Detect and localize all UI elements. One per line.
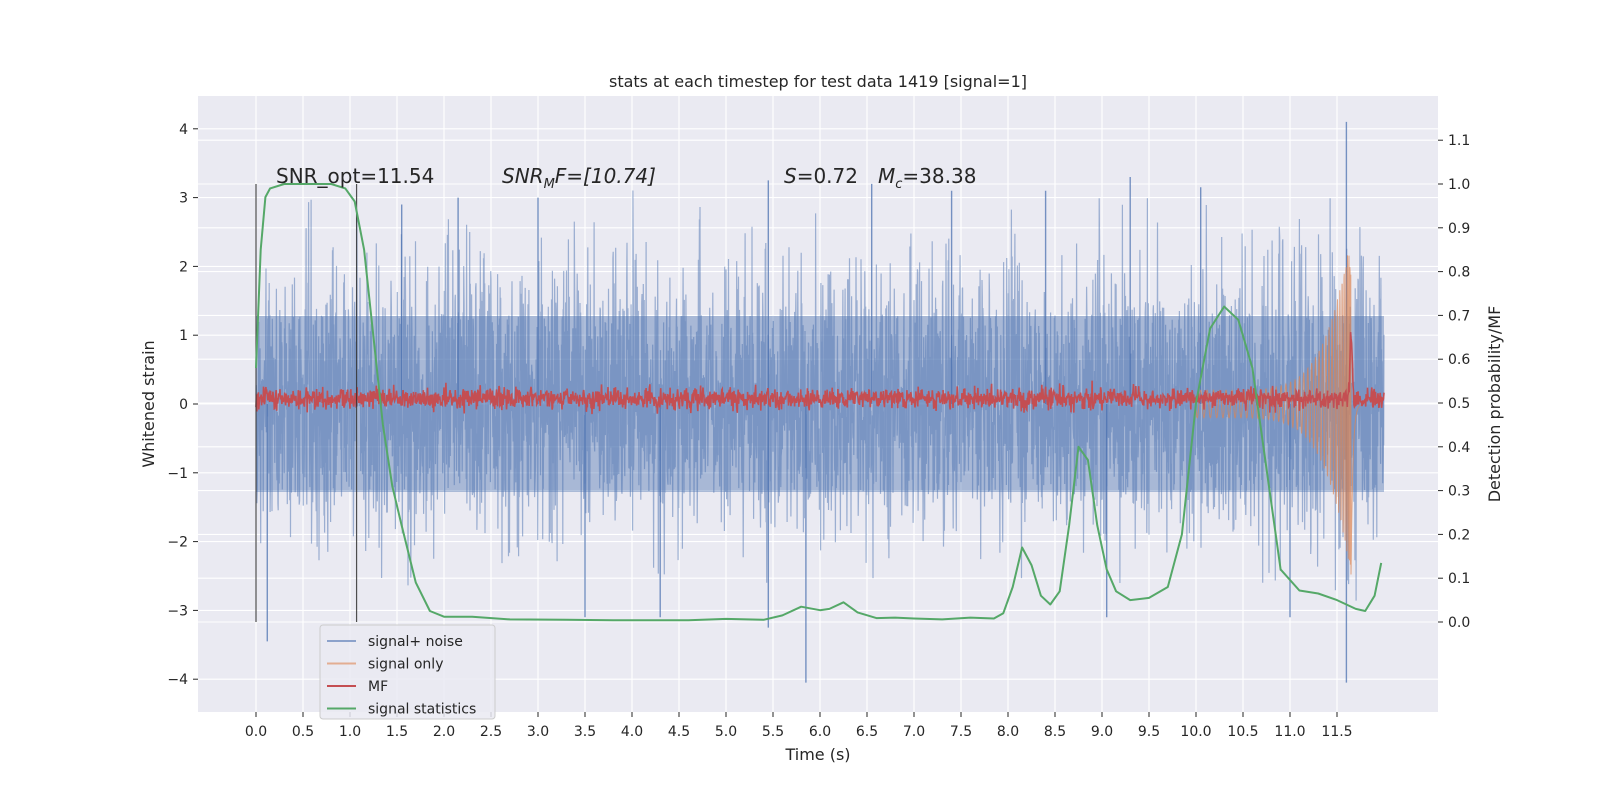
x-tick-label-12: 6.0 [809,724,831,740]
y2-tick-label-2: 0.2 [1448,527,1470,543]
annotation-snr-opt: SNR_opt=11.54 [276,164,434,188]
legend-box [319,624,496,720]
annotation-s-rest: =0.72 [797,164,858,188]
x-tick-label-14: 7.0 [903,724,925,740]
y-tick-label-1: −3 [167,603,188,619]
annotations: SNR_opt=11.54 SNRMF=[10.74] S=0.72 Mc=38… [276,164,976,192]
y-tick-label-2: −2 [167,535,188,551]
x-tick-label-8: 4.0 [621,724,643,740]
y-tick-label-0: −4 [167,672,188,688]
x-tick-label-13: 6.5 [856,724,878,740]
y2-tick-label-9: 0.9 [1448,221,1470,237]
x-tick-label-2: 1.0 [339,724,361,740]
y2-tick-label-11: 1.1 [1448,133,1470,149]
x-tick-label-1: 0.5 [292,724,314,740]
annotation-snr-mf-sub: M [544,177,555,192]
vertical-markers [255,184,358,622]
y2-tick-label-10: 1.0 [1448,177,1470,193]
x-tick-label-23: 11.5 [1321,724,1352,740]
legend-label-mf: MF [368,679,388,695]
y-tick-label-7: 3 [179,191,188,207]
annotation-mc-sub: c [895,177,902,192]
signal-only-line [1195,255,1361,575]
legend-label-signal-noise: signal+ noise [368,634,463,650]
annotation-snr-mf-rest: F=[10.74] [555,164,656,188]
x-tick-label-7: 3.5 [574,724,596,740]
y-tick-label-3: −1 [167,466,188,482]
series-signal-only [1195,255,1361,575]
y2-tick-label-1: 0.1 [1448,571,1470,587]
y2-tick-label-4: 0.4 [1448,440,1470,456]
annotation-mc: Mc=38.38 [878,164,976,192]
x-tick-label-21: 10.5 [1227,724,1258,740]
y2-tick-label-8: 0.8 [1448,265,1470,281]
x-tick-label-17: 8.5 [1044,724,1066,740]
y2-tick-label-3: 0.3 [1448,484,1470,500]
legend-label-signal-only: signal only [368,657,443,673]
x-tick-label-9: 4.5 [668,724,690,740]
annotation-s: S=0.72 [784,164,858,188]
x-tick-label-19: 9.5 [1138,724,1160,740]
legend: signal+ noise signal only MF signal statist… [319,624,496,720]
x-tick-label-4: 2.0 [433,724,455,740]
x-tick-label-5: 2.5 [480,724,502,740]
y-tick-label-8: 4 [179,122,188,138]
y2-tick-label-7: 0.7 [1448,308,1470,324]
y-axis-ticks: −4 −3 −2 −1 0 1 2 3 4 [167,122,198,688]
y2-tick-label-5: 0.5 [1448,396,1470,412]
x-tick-label-11: 5.5 [762,724,784,740]
legend-label-signal-statistics: signal statistics [368,702,476,718]
x-tick-label-6: 3.0 [527,724,549,740]
y-axis-label: Whitened strain [139,340,158,467]
annotation-mc-rest: =38.38 [902,164,976,188]
x-tick-label-15: 7.5 [950,724,972,740]
annotation-snr-mf-name: SNR [502,164,544,188]
y2-axis-label: Detection probability/MF [1485,306,1504,503]
y2-tick-label-0: 0.0 [1448,615,1470,631]
x-tick-label-18: 9.0 [1091,724,1113,740]
x-tick-label-20: 10.0 [1180,724,1211,740]
signal-plus-noise-line [255,190,1385,601]
x-tick-label-3: 1.5 [386,724,408,740]
x-axis-label: Time (s) [784,745,850,764]
y2-tick-label-6: 0.6 [1448,352,1470,368]
x-axis-ticks: 0.0 0.5 1.0 1.5 2.0 2.5 3.0 3.5 4.0 4.5 5.0 5.5 6.0 6… [245,712,1353,740]
y-tick-label-6: 2 [179,259,188,275]
y-tick-label-4: 0 [179,397,188,413]
signal-statistics-line [255,183,1383,622]
x-tick-label-16: 8.0 [997,724,1019,740]
x-tick-label-0: 0.0 [245,724,267,740]
chart-title: stats at each timestep for test data 141… [609,72,1027,91]
annotation-s-name: S [784,164,797,188]
annotation-mc-name: M [878,164,895,188]
series-signal-statistics [255,183,1383,622]
x-tick-label-22: 11.0 [1274,724,1305,740]
annotation-snr-mf: SNRMF=[10.74] [502,164,656,192]
y2-axis-ticks: 0.0 0.1 0.2 0.3 0.4 0.5 0.6 0.7 0.8 0.9 1.0 1.1 [1438,133,1470,631]
y-tick-label-5: 1 [179,328,188,344]
x-tick-label-10: 5.0 [715,724,737,740]
